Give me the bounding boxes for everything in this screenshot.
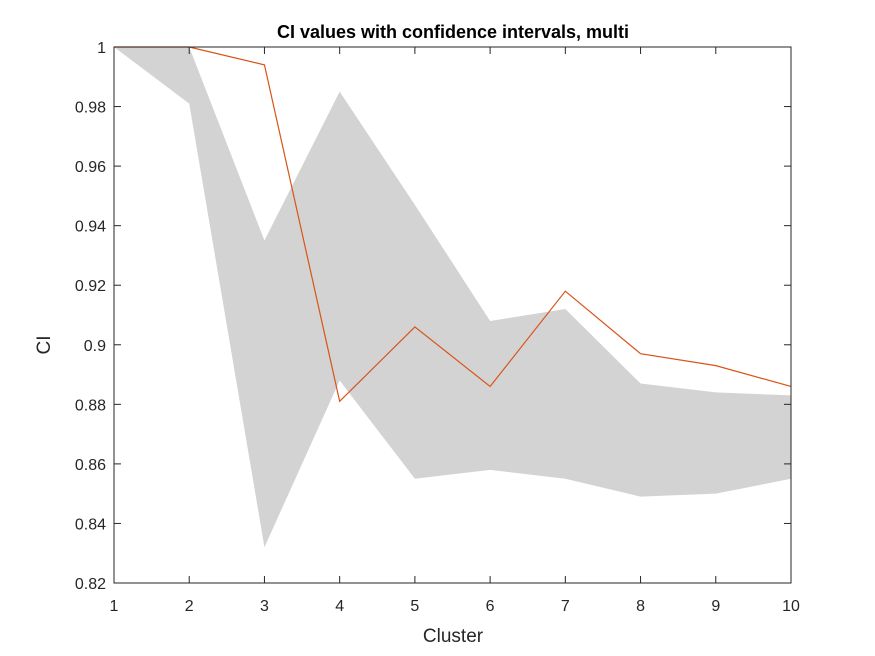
- x-tick-label: 8: [636, 598, 645, 615]
- y-tick-label: 0.86: [75, 457, 106, 474]
- y-tick-label: 0.92: [75, 278, 106, 295]
- series-line-0: [114, 46, 792, 403]
- x-tick-label: 5: [410, 598, 419, 615]
- y-tick-label: 0.98: [75, 100, 106, 117]
- axes-box: [113, 46, 792, 584]
- y-tick-label: 1: [97, 40, 106, 57]
- x-tick-label: 10: [782, 598, 800, 615]
- x-tick-label: 3: [260, 598, 269, 615]
- x-tick-label: 7: [561, 598, 570, 615]
- chart-title: CI values with confidence intervals, mul…: [277, 22, 629, 42]
- y-axis-label: CI: [34, 336, 55, 355]
- y-tick-label: 0.9: [84, 338, 106, 355]
- x-tick-label: 6: [486, 598, 495, 615]
- y-tick-label: 0.88: [75, 397, 106, 414]
- x-tick-label: 2: [185, 598, 194, 615]
- x-tick-label: 4: [335, 598, 344, 615]
- x-tick-label: 9: [711, 598, 720, 615]
- x-axis-label: Cluster: [423, 626, 484, 647]
- y-tick-label: 0.94: [75, 219, 106, 236]
- y-tick-label: 0.82: [75, 576, 106, 593]
- plot-area: 1 2 3 4 5 6 7 8 9 10 0.82 0.84 0.86 0.88 0.9 0.92 0.94 0.…: [75, 40, 800, 615]
- y-tick-label: 0.84: [75, 516, 106, 533]
- y-tick-label: 0.96: [75, 159, 106, 176]
- confidence-band: [114, 47, 791, 548]
- x-tick-label: 1: [110, 598, 119, 615]
